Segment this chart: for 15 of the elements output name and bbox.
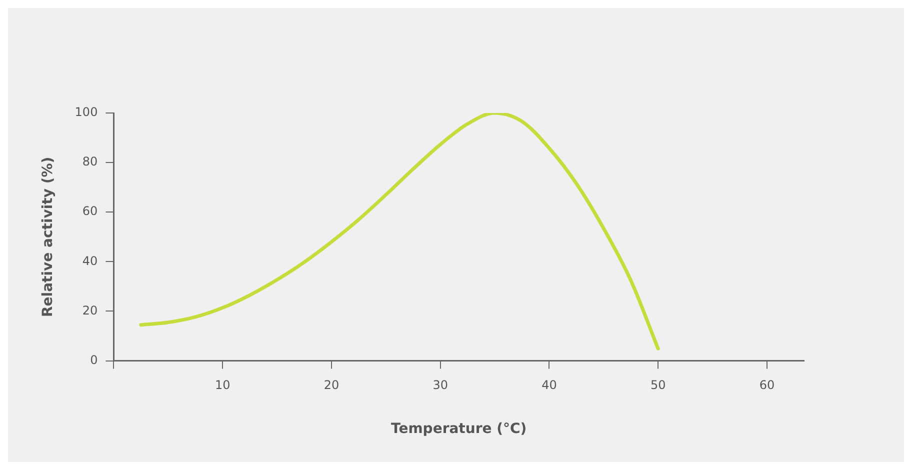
- x-tick-label: 40: [542, 378, 557, 392]
- y-tick-label: 40: [82, 254, 98, 268]
- y-tick-label: 20: [82, 303, 98, 318]
- x-axis-title: Temperature (°C): [391, 421, 527, 438]
- line-series: [139, 113, 660, 350]
- y-axis-title: Relative activity (%): [40, 156, 56, 317]
- x-tick-label: 10: [214, 378, 230, 392]
- x-tick-label: 60: [759, 378, 775, 392]
- y-tick-label: 100: [74, 105, 98, 120]
- y-tick-label: 80: [82, 154, 98, 169]
- y-tick-label: 0: [90, 352, 98, 367]
- y-tick-label: 60: [82, 204, 98, 218]
- x-tick-label: 30: [432, 378, 448, 392]
- x-tick-label: 50: [650, 378, 666, 392]
- x-tick-label: 20: [324, 378, 340, 392]
